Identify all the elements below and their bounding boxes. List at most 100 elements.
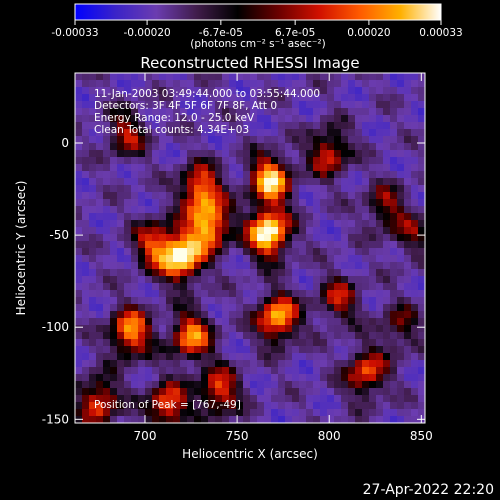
heatmap-cell (89, 115, 97, 123)
heatmap-cell (362, 388, 370, 396)
heatmap-cell (131, 367, 139, 375)
heatmap-cell (292, 213, 300, 221)
heatmap-cell (257, 73, 265, 81)
heatmap-cell (292, 94, 300, 102)
heatmap-cell (278, 262, 286, 270)
heatmap-cell (299, 199, 307, 207)
heatmap-cell (404, 353, 412, 361)
heatmap-cell (187, 290, 195, 298)
heatmap-cell (348, 402, 356, 410)
heatmap-cell (117, 297, 125, 305)
heatmap-cell (418, 129, 425, 137)
heatmap-cell (257, 262, 265, 270)
heatmap-cell (243, 241, 251, 249)
heatmap-cell (334, 164, 342, 172)
heatmap-cell (138, 360, 146, 368)
heatmap-cell (257, 234, 265, 242)
heatmap-cell (222, 143, 230, 151)
heatmap-cell (124, 332, 132, 340)
heatmap-cell (138, 234, 146, 242)
heatmap-cell (327, 416, 335, 423)
heatmap-cell (292, 416, 300, 423)
heatmap-cell (411, 409, 419, 417)
heatmap-cell (236, 248, 244, 256)
heatmap-cell (355, 73, 363, 81)
heatmap-cell (124, 248, 132, 256)
heatmap-cell (320, 339, 328, 347)
heatmap-cell (243, 185, 251, 193)
heatmap-cell (313, 241, 321, 249)
heatmap-cell (250, 143, 258, 151)
heatmap-cell (89, 234, 97, 242)
heatmap-cell (327, 143, 335, 151)
heatmap-cell (306, 416, 314, 423)
heatmap-cell (159, 304, 167, 312)
heatmap-cell (208, 157, 216, 165)
heatmap-cell (390, 360, 398, 368)
heatmap-cell (145, 241, 153, 249)
heatmap-cell (257, 395, 265, 403)
heatmap-cell (180, 206, 188, 214)
heatmap-cell (236, 269, 244, 277)
heatmap-cell (369, 143, 377, 151)
heatmap-cell (278, 297, 286, 305)
heatmap-cell (173, 325, 181, 333)
heatmap-cell (299, 108, 307, 116)
heatmap-cell (348, 353, 356, 361)
heatmap-cell (236, 395, 244, 403)
heatmap-cell (334, 136, 342, 144)
heatmap-cell (355, 339, 363, 347)
heatmap-cell (313, 143, 321, 151)
heatmap-cell (334, 157, 342, 165)
heatmap-cell (397, 325, 405, 333)
heatmap-cell (341, 395, 349, 403)
heatmap-cell (320, 150, 328, 158)
heatmap-cell (145, 185, 153, 193)
heatmap-cell (348, 374, 356, 382)
heatmap-cell (215, 122, 223, 130)
heatmap-cell (418, 325, 425, 333)
heatmap-cell (201, 143, 209, 151)
heatmap-cell (348, 276, 356, 284)
heatmap-cell (355, 129, 363, 137)
heatmap-cell (418, 199, 425, 207)
heatmap-cell (131, 325, 139, 333)
heatmap-cell (215, 353, 223, 361)
heatmap-cell (229, 290, 237, 298)
heatmap-cell (250, 388, 258, 396)
heatmap-cell (201, 164, 209, 172)
heatmap-cell (166, 276, 174, 284)
heatmap-cell (89, 206, 97, 214)
heatmap-cell (229, 115, 237, 123)
heatmap-cell (271, 283, 279, 291)
heatmap-cell (103, 269, 111, 277)
heatmap-cell (222, 164, 230, 172)
heatmap-cell (313, 157, 321, 165)
heatmap-cell (166, 143, 174, 151)
heatmap-cell (348, 262, 356, 270)
heatmap-cell (404, 381, 412, 389)
heatmap-cell (306, 192, 314, 200)
heatmap-cell (166, 136, 174, 144)
heatmap-cell (243, 262, 251, 270)
heatmap-cell (327, 192, 335, 200)
heatmap-cell (96, 220, 104, 228)
heatmap-cell (110, 178, 118, 186)
heatmap-cell (187, 381, 195, 389)
heatmap-cell (320, 416, 328, 423)
heatmap-cell (145, 206, 153, 214)
heatmap-cell (320, 353, 328, 361)
heatmap-cell (278, 409, 286, 417)
heatmap-cell (271, 199, 279, 207)
heatmap-cell (166, 332, 174, 340)
heatmap-cell (96, 199, 104, 207)
heatmap-cell (369, 129, 377, 137)
heatmap-cell (166, 325, 174, 333)
heatmap-cell (152, 318, 160, 326)
heatmap-cell (110, 290, 118, 298)
heatmap-cell (187, 248, 195, 256)
heatmap-cell (187, 374, 195, 382)
heatmap-cell (208, 199, 216, 207)
heatmap-cell (264, 402, 272, 410)
heatmap-cell (222, 157, 230, 165)
